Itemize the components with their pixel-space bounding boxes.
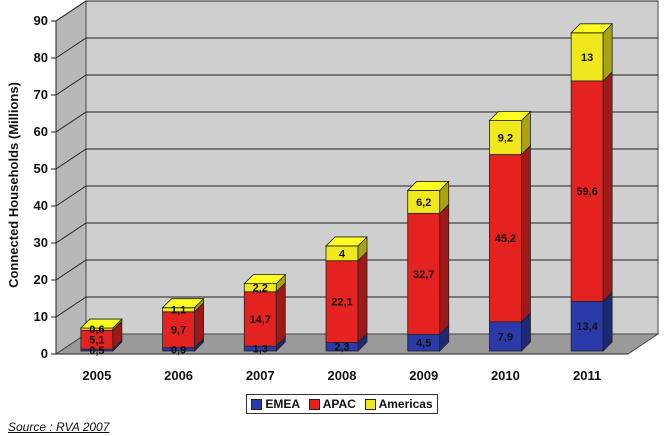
data-label-apac-2007: 14,7 [250,314,271,326]
data-label-americas-2011: 13 [581,52,593,64]
data-label-americas-2010: 9,2 [498,133,513,145]
data-label-americas-2005: 0,6 [89,324,104,336]
data-label-emea-2006: 0,9 [171,344,186,356]
legend: EMEA APAC Americas [246,394,438,414]
gridline-side [55,0,87,22]
bars-group: 0,55,10,6 0,9 9,7 1,1 1,3 14,7 2,2 2,3 22,1 4 4,5 3… [79,22,614,357]
x-tick-label-2005: 2005 [82,368,111,383]
y-tick-label: 50 [34,161,48,176]
data-label-americas-2009: 6,2 [416,197,431,209]
x-tick-label-2007: 2007 [246,368,275,383]
data-label-apac-2011: 59,6 [576,186,597,198]
bar-apac-2008 [325,260,359,343]
chart-gridlines [55,0,658,318]
data-label-emea-2010: 7,9 [498,331,513,343]
x-tick-label-2011: 2011 [573,368,601,383]
x-tick-label-2008: 2008 [328,368,357,383]
source-note: Source : RVA 2007 [8,420,110,434]
bar-side-americas-2011 [602,22,613,82]
bar-top-2008 [325,236,368,247]
bar-top-2009 [406,181,450,191]
bar-side-emea-2011 [602,291,613,352]
data-label-americas-2006: 1,1 [171,305,186,317]
y-tick-label: 40 [34,198,48,213]
side-wall [55,0,87,355]
bar-apac-2007 [243,291,277,347]
legend-item-americas: Americas [364,397,433,411]
bar-side-apac-2009 [439,203,450,336]
y-tick-label: 10 [34,309,48,324]
bar-top-2005 [79,318,123,329]
y-axis-label: Connected Households (Millions) [6,82,21,288]
data-label-emea-2011: 13,4 [576,321,598,333]
legend-label-emea: EMEA [265,397,301,411]
bar-top-2011 [570,23,614,34]
bar-side-apac-2010 [521,144,531,323]
data-label-apac-2010: 45,2 [495,233,516,245]
y-tick-label: 90 [34,13,48,28]
x-tick-label-2010: 2010 [491,368,520,383]
y-tick-label: 60 [34,124,48,139]
x-axis: 2005 2006 2007 2008 2009 2010 2011 [56,353,628,383]
gridline-side [55,222,87,244]
bar-top-2006 [161,298,205,309]
bar-side-apac-2011 [602,70,613,303]
legend-label-apac: APAC [322,397,356,411]
gridline-side [55,296,87,318]
data-label-americas-2008: 4 [339,248,346,260]
gridline-side [55,148,87,170]
bar-side-apac-2007 [275,281,286,348]
data-label-emea-2005: 0,5 [89,345,104,357]
data-label-apac-2006: 9,7 [171,325,186,337]
data-label-emea-2009: 4,5 [416,338,431,350]
data-label-apac-2005: 5,1 [89,335,104,347]
legend-swatch-americas [364,398,376,410]
bar-apac-2010 [489,154,522,323]
y-tick-label: 20 [34,272,48,287]
gridline-side [55,111,87,133]
legend-label-americas: Americas [378,397,433,411]
data-label-emea-2007: 1,3 [253,344,268,356]
y-tick-label: 70 [34,87,48,102]
gridline-side [55,37,87,59]
bar-side-apac-2008 [357,250,368,344]
x-tick-label-2009: 2009 [409,368,438,383]
data-label-emea-2008: 2,3 [334,342,349,354]
bar-top-2007 [243,274,287,285]
y-tick-label: 80 [34,50,48,65]
bar-top-2010 [488,111,532,121]
legend-item-apac: APAC [308,397,356,411]
gridline-side [55,259,87,281]
legend-swatch-apac [308,398,320,410]
data-label-americas-2007: 2,2 [253,283,268,295]
bar-emea-2011 [570,301,604,352]
y-tick-label: 30 [34,235,48,250]
legend-item-emea: EMEA [251,397,300,411]
legend-swatch-emea [251,398,263,410]
data-label-apac-2009: 32,7 [413,269,434,281]
bar-apac-2011 [570,80,604,302]
y-axis: 0 10 20 30 40 50 60 70 80 90 [34,13,57,361]
y-tick-label: 0 [41,346,48,361]
bar-americas-2010 [489,120,522,155]
data-label-apac-2008: 22,1 [331,297,352,309]
gridline-side [55,185,87,207]
gridline-side [55,74,87,96]
x-tick-label-2006: 2006 [164,368,193,383]
